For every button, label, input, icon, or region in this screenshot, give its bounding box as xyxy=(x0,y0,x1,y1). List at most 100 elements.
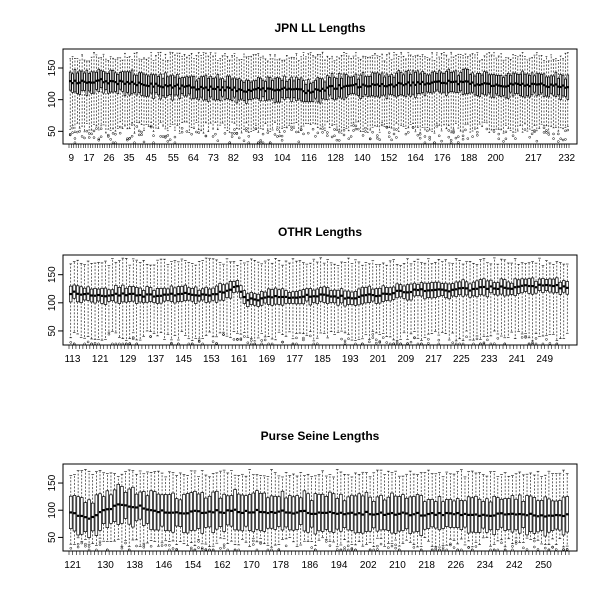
box xyxy=(514,473,518,545)
box xyxy=(271,58,274,131)
outlier-point xyxy=(489,342,493,346)
box xyxy=(433,262,437,333)
x-tick-label: 249 xyxy=(536,354,553,365)
y-tick-label: 100 xyxy=(47,294,58,311)
box xyxy=(194,264,198,339)
outlier-point xyxy=(173,135,177,139)
box xyxy=(166,59,170,143)
outlier-point xyxy=(418,132,422,136)
box xyxy=(349,58,353,138)
outlier-point xyxy=(423,141,427,144)
outlier-point xyxy=(187,342,191,346)
outlier-point xyxy=(551,546,554,549)
box xyxy=(215,472,219,544)
x-tick-label: 137 xyxy=(147,354,164,365)
box xyxy=(171,52,174,126)
outlier-point xyxy=(452,131,455,134)
outlier-point xyxy=(511,134,515,137)
outlier-point xyxy=(352,129,355,132)
box xyxy=(180,55,184,134)
outlier-point xyxy=(255,548,259,552)
outlier-point xyxy=(472,342,475,346)
outlier-point xyxy=(211,548,215,552)
box xyxy=(506,262,510,338)
outlier-point xyxy=(152,141,155,144)
box xyxy=(155,259,160,337)
box xyxy=(554,58,558,128)
box xyxy=(89,263,94,346)
box xyxy=(117,260,121,346)
outlier-point xyxy=(142,545,146,549)
outlier-point xyxy=(428,135,431,139)
box xyxy=(376,55,379,140)
box xyxy=(298,260,302,334)
box xyxy=(116,57,120,129)
box xyxy=(269,469,274,552)
outlier-point xyxy=(395,128,398,131)
box xyxy=(97,57,101,142)
outlier-point xyxy=(545,129,548,132)
box xyxy=(118,57,122,135)
outlier-point xyxy=(195,130,198,134)
y-tick-label: 150 xyxy=(47,266,58,283)
box xyxy=(197,52,201,134)
box xyxy=(149,52,153,129)
outlier-point xyxy=(168,138,172,141)
box xyxy=(423,262,427,338)
outlier-point xyxy=(295,342,298,346)
box xyxy=(518,471,522,544)
outlier-point xyxy=(280,139,284,142)
outlier-point xyxy=(562,548,565,551)
box xyxy=(131,258,135,341)
box xyxy=(218,58,222,126)
box xyxy=(536,470,540,551)
outlier-point xyxy=(387,131,391,134)
outlier-point xyxy=(242,139,246,143)
outlier-point xyxy=(170,342,173,346)
box xyxy=(156,470,161,547)
box xyxy=(145,263,149,332)
box xyxy=(448,473,453,547)
outlier-point xyxy=(99,135,103,138)
outlier-point xyxy=(197,540,200,543)
box xyxy=(381,262,385,339)
outlier-point xyxy=(83,136,86,140)
outlier-point xyxy=(237,548,240,552)
outlier-point xyxy=(376,548,379,551)
box xyxy=(385,54,389,129)
box xyxy=(301,262,306,342)
outlier-point xyxy=(544,546,547,550)
box xyxy=(437,472,442,552)
outlier-point xyxy=(335,548,339,551)
outlier-point xyxy=(372,548,375,552)
box xyxy=(94,471,99,552)
outlier-point xyxy=(368,340,371,344)
outlier-point xyxy=(247,141,251,144)
x-tick-label: 82 xyxy=(228,153,240,164)
box xyxy=(120,473,124,550)
box xyxy=(471,53,474,138)
x-tick-label: 116 xyxy=(301,153,317,164)
outlier-point xyxy=(522,546,525,550)
box xyxy=(257,53,260,144)
outlier-point xyxy=(83,342,86,346)
box xyxy=(418,56,422,140)
outlier-point xyxy=(565,548,569,551)
box xyxy=(336,265,340,333)
box xyxy=(226,56,229,131)
box xyxy=(107,60,110,138)
outlier-point xyxy=(413,336,416,339)
x-tick-label: 26 xyxy=(103,153,115,164)
outlier-point xyxy=(385,341,388,344)
outlier-point xyxy=(226,548,230,552)
box xyxy=(287,262,292,333)
outlier-point xyxy=(233,548,237,552)
outlier-point xyxy=(395,342,399,346)
box xyxy=(426,469,431,542)
outlier-point xyxy=(330,135,334,139)
box xyxy=(452,56,455,134)
box xyxy=(561,469,566,552)
box xyxy=(233,53,236,135)
outlier-point xyxy=(98,540,102,544)
outlier-point xyxy=(107,135,110,138)
